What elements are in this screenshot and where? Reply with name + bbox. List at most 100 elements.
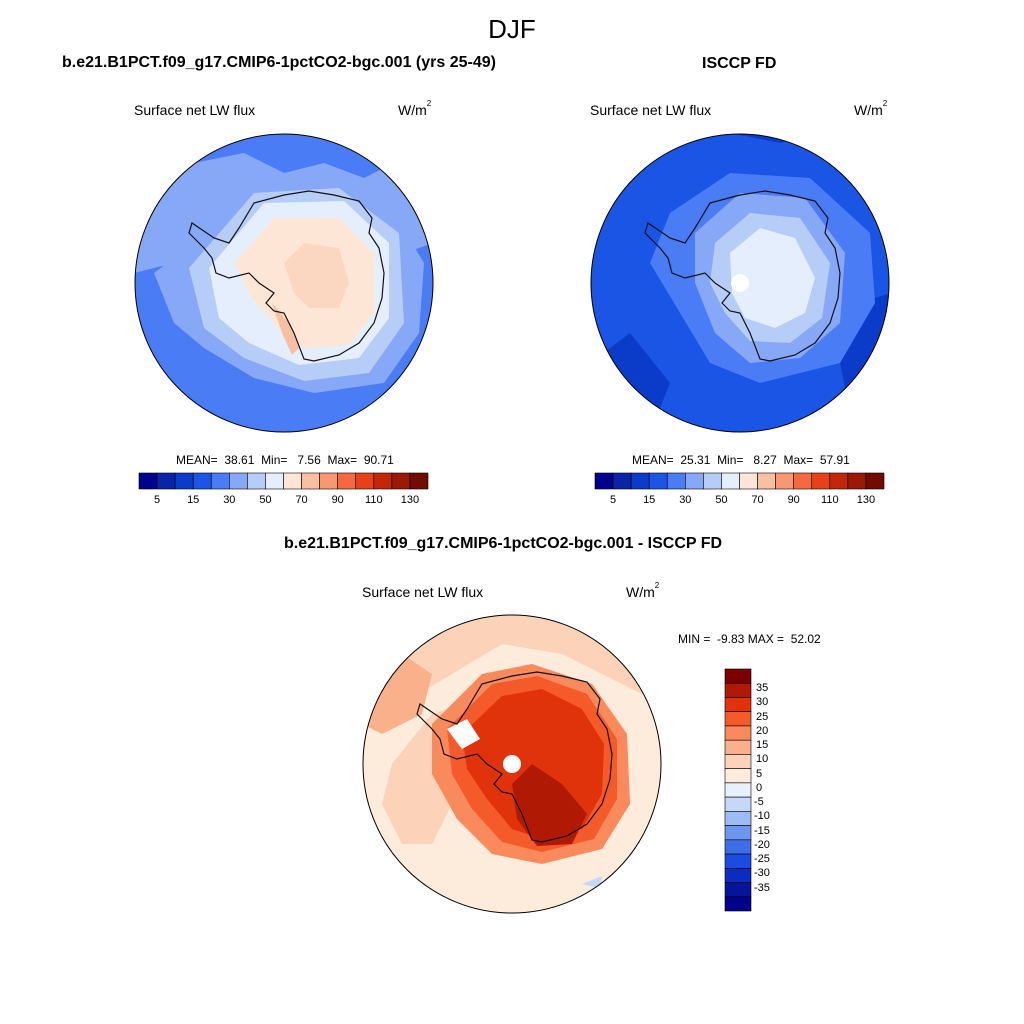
colorbar-swatch (724, 739, 752, 755)
colorbar-tick-label: 5 (756, 767, 763, 780)
colorbar-swatch (247, 472, 266, 490)
colorbar-tick-label: 90 (787, 494, 800, 506)
colorbar-tick-label: -5 (754, 796, 764, 809)
colorbar-tick-label: 30 (679, 494, 692, 506)
colorbar-tick-label: 130 (400, 494, 420, 506)
colorbar-tick-label: 0 (756, 781, 763, 794)
colorbar-swatch (283, 472, 302, 490)
panel-3-units: W/m2 (626, 581, 660, 600)
colorbar-swatch (775, 472, 794, 490)
colorbar-swatch (757, 472, 776, 490)
panel-1-field-label: Surface net LW flux (134, 102, 256, 118)
panel-1-title: b.e21.B1PCT.f09_g17.CMIP6-1pctCO2-bgc.00… (62, 54, 496, 71)
colorbar-tick-label: -25 (754, 853, 770, 866)
colorbar-swatch (355, 472, 375, 490)
colorbar-tick-label: -30 (754, 867, 770, 880)
colorbar-swatch (865, 472, 885, 490)
colorbar-tick-label: 110 (365, 494, 383, 506)
panel-3-title: b.e21.B1PCT.f09_g17.CMIP6-1pctCO2-bgc.00… (284, 535, 723, 552)
colorbar-tick-label: 35 (756, 682, 769, 695)
panel-3-colorbar-ticks: 35 30 25 20 15 10 5 0 -5 -10 -15 -20 -25 -30 -35 (754, 669, 796, 911)
colorbar-swatch (630, 472, 650, 490)
colorbar-swatch (724, 867, 752, 883)
panel-2-units: W/m2 (854, 99, 888, 118)
colorbar-tick-label: 5 (154, 494, 161, 506)
colorbar-tick-label: 30 (756, 696, 769, 709)
antarctica-coastline (416, 671, 613, 843)
colorbar-swatch (724, 711, 752, 727)
panel-2-colorbar-ticks: 5 15 30 50 70 90 110 130 (595, 494, 884, 508)
panel-3-polar-map (362, 614, 662, 914)
colorbar-swatch (847, 472, 867, 490)
colorbar-tick-label: 70 (751, 494, 764, 506)
colorbar-tick-label: 20 (756, 724, 769, 737)
colorbar-swatch (265, 472, 284, 490)
colorbar-tick-label: 130 (856, 494, 876, 506)
colorbar-swatch (703, 472, 722, 490)
colorbar-swatch (724, 697, 752, 713)
colorbar-swatch (648, 472, 668, 490)
colorbar-tick-label: 50 (259, 494, 272, 506)
colorbar-tick-label: -35 (754, 881, 770, 894)
antarctica-coastline (644, 190, 841, 362)
panel-2-title: ISCCP FD (702, 55, 777, 72)
colorbar-tick-label: -15 (754, 824, 770, 837)
colorbar-swatch (138, 472, 158, 490)
colorbar-swatch (229, 472, 248, 490)
panel-1-polar-map (134, 133, 434, 433)
colorbar-tick-label: 110 (821, 494, 839, 506)
panel-1-colorbar-ticks: 5 15 30 50 70 90 110 130 (139, 494, 428, 508)
colorbar-swatch (685, 472, 704, 490)
colorbar-swatch (724, 811, 752, 826)
colorbar-swatch (319, 472, 338, 490)
colorbar-tick-label: -10 (754, 810, 770, 823)
antarctica-coastline (188, 190, 385, 362)
colorbar-tick-label: 15 (187, 494, 200, 506)
colorbar-swatch (301, 472, 320, 490)
colorbar-swatch (724, 725, 752, 741)
panel-2-field-label: Surface net LW flux (590, 102, 712, 118)
colorbar-swatch (721, 472, 740, 490)
colorbar-tick-label: 30 (223, 494, 236, 506)
colorbar-swatch (373, 472, 393, 490)
colorbar-swatch (391, 472, 411, 490)
colorbar-swatch (724, 882, 752, 898)
colorbar-swatch (409, 472, 429, 490)
colorbar-swatch (192, 472, 212, 490)
colorbar-tick-label: 5 (610, 494, 617, 506)
colorbar-swatch (666, 472, 686, 490)
panel-3-colorbar (724, 668, 752, 912)
colorbar-tick-label: -20 (754, 838, 770, 851)
panel-2-stats: MEAN= 25.31 Min= 8.27 Max= 57.91 (632, 453, 850, 467)
colorbar-swatch (724, 682, 752, 698)
colorbar-swatch (724, 668, 752, 684)
colorbar-swatch (724, 754, 752, 769)
figure-title: DJF (488, 14, 536, 44)
colorbar-swatch (739, 472, 758, 490)
colorbar-swatch (210, 472, 230, 490)
colorbar-swatch (724, 796, 752, 812)
panel-3-minmax: MIN = -9.83 MAX = 52.02 (678, 632, 821, 646)
colorbar-tick-label: 90 (331, 494, 344, 506)
colorbar-swatch (724, 825, 752, 841)
colorbar-swatch (724, 768, 752, 784)
colorbar-swatch (793, 472, 813, 490)
colorbar-tick-label: 25 (756, 710, 769, 723)
colorbar-tick-label: 10 (756, 753, 769, 766)
colorbar-swatch (811, 472, 831, 490)
panel-3-field-label: Surface net LW flux (362, 584, 484, 600)
colorbar-swatch (724, 839, 752, 855)
panel-2-colorbar (594, 472, 885, 490)
colorbar-swatch (724, 896, 752, 912)
panel-1-stats: MEAN= 38.61 Min= 7.56 Max= 90.71 (176, 453, 394, 467)
colorbar-swatch (829, 472, 849, 490)
colorbar-tick-label: 70 (295, 494, 308, 506)
colorbar-tick-label: 50 (715, 494, 728, 506)
panel-1-units: W/m2 (398, 99, 432, 118)
colorbar-swatch (612, 472, 632, 490)
panel-1-colorbar (138, 472, 429, 490)
colorbar-swatch (156, 472, 176, 490)
colorbar-swatch (724, 853, 752, 869)
colorbar-swatch (724, 782, 752, 798)
colorbar-swatch (337, 472, 357, 490)
